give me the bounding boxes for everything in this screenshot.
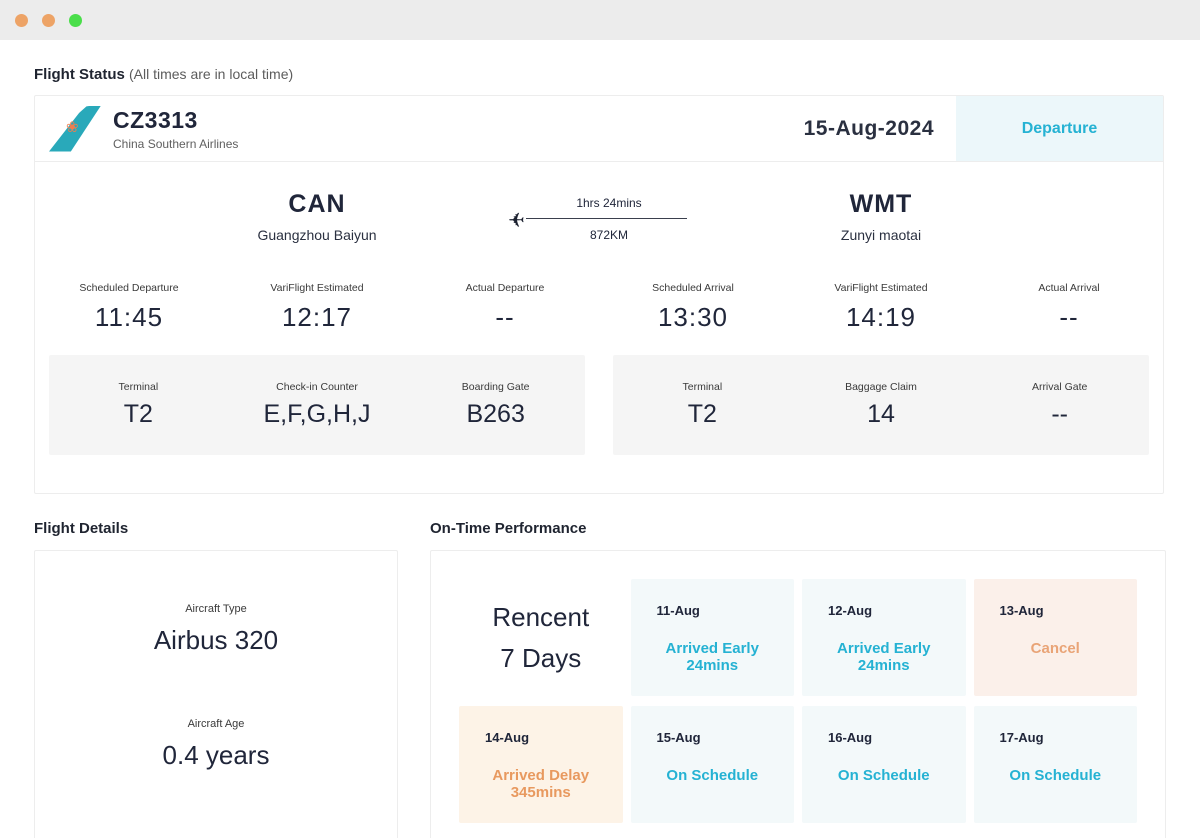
destination-code: WMT (849, 190, 913, 218)
times-row: Scheduled Departure 11:45 VariFlight Est… (35, 264, 1163, 345)
day-tile-11-aug[interactable]: 11-Aug Arrived Early 24mins (630, 579, 794, 696)
aircraft-type: Aircraft Type Airbus 320 (153, 603, 279, 655)
tab-departure[interactable]: Departure (956, 96, 1163, 161)
status-badge: Arrived Delay 345mins (492, 767, 590, 801)
arrival-info-panel: Terminal T2 Baggage Claim 14 Arrival Gat… (613, 355, 1149, 455)
window-titlebar (0, 0, 1200, 40)
page-title-text: Flight Status (34, 66, 125, 83)
time-actual-arrival: Actual Arrival -- (1038, 282, 1100, 332)
flight-card-header: ❀ CZ3313 China Southern Airlines 15-Aug-… (35, 96, 1163, 162)
destination-airport: WMT Zunyi maotai (787, 190, 975, 256)
flight-status-card: ❀ CZ3313 China Southern Airlines 15-Aug-… (34, 95, 1164, 494)
flight-details-card: Aircraft Type Airbus 320 Aircraft Age 0.… (34, 550, 398, 838)
status-badge: Cancel (1030, 640, 1080, 657)
status-badge: On Schedule (837, 767, 930, 784)
day-tile-13-aug[interactable]: 13-Aug Cancel (973, 579, 1137, 696)
time-variflight-estimated-arrival: VariFlight Estimated 14:19 (834, 282, 928, 332)
time-scheduled-arrival: Scheduled Arrival 13:30 (652, 282, 734, 332)
departure-terminal: Terminal T2 (118, 381, 159, 428)
flight-path-line (525, 218, 687, 219)
flight-path-graphic: 1hrs 24mins ✈ 872KM (411, 190, 787, 256)
aircraft-age: Aircraft Age 0.4 years (162, 718, 270, 770)
recent-7-days-label: Rencent 7 Days (492, 602, 590, 673)
airplane-icon: ✈ (507, 210, 525, 232)
page-title: Flight Status (All times are in local ti… (34, 66, 1166, 83)
day-tile-17-aug[interactable]: 17-Aug On Schedule (973, 706, 1137, 823)
time-actual-departure: Actual Departure -- (465, 282, 545, 332)
boarding-gate: Boarding Gate B263 (461, 381, 530, 428)
day-tile-12-aug[interactable]: 12-Aug Arrived Early 24mins (802, 579, 966, 696)
arrival-terminal: Terminal T2 (682, 381, 723, 428)
on-time-performance-card: Rencent 7 Days 11-Aug Arrived Early 24mi… (430, 550, 1166, 838)
time-scheduled-departure: Scheduled Departure 11:45 (79, 282, 179, 332)
flight-number: CZ3313 (113, 106, 198, 133)
day-tile-16-aug[interactable]: 16-Aug On Schedule (802, 706, 966, 823)
kapok-flower-icon: ❀ (66, 118, 79, 136)
arrival-gate: Arrival Gate -- (1031, 381, 1088, 428)
destination-name: Zunyi maotai (840, 227, 922, 243)
origin-name: Guangzhou Baiyun (257, 227, 377, 243)
status-badge: Arrived Early 24mins (665, 640, 759, 674)
flight-details-title: Flight Details (34, 520, 129, 537)
day-tile-14-aug[interactable]: 14-Aug Arrived Delay 345mins (459, 706, 623, 823)
flight-date: 15-Aug-2024 (803, 116, 934, 140)
origin-code: CAN (288, 190, 346, 218)
departure-info-panel: Terminal T2 Check-in Counter E,F,G,H,J B… (49, 355, 585, 455)
on-time-performance-title: On-Time Performance (430, 520, 587, 537)
checkin-counter: Check-in Counter E,F,G,H,J (263, 381, 371, 428)
airline-logo-icon: ❀ (49, 105, 101, 152)
baggage-claim: Baggage Claim 14 (845, 381, 917, 428)
info-panels-row: Terminal T2 Check-in Counter E,F,G,H,J B… (35, 345, 1163, 493)
flight-distance: 872KM (589, 228, 629, 242)
day-tile-15-aug[interactable]: 15-Aug On Schedule (630, 706, 794, 823)
time-variflight-estimated-departure: VariFlight Estimated 12:17 (270, 282, 364, 332)
window-button-icon[interactable] (42, 13, 55, 27)
status-badge: On Schedule (666, 767, 759, 784)
airline-name: China Southern Airlines (113, 136, 239, 151)
flight-duration: 1hrs 24mins (576, 196, 642, 210)
window-button-icon[interactable] (15, 13, 28, 27)
route-row: CAN Guangzhou Baiyun 1hrs 24mins ✈ 872KM… (35, 162, 1163, 264)
status-badge: Arrived Early 24mins (837, 640, 931, 674)
page-title-subtitle: (All times are in local time) (129, 66, 294, 82)
origin-airport: CAN Guangzhou Baiyun (223, 190, 411, 256)
window-button-icon[interactable] (69, 13, 82, 27)
status-badge: On Schedule (1009, 767, 1102, 784)
